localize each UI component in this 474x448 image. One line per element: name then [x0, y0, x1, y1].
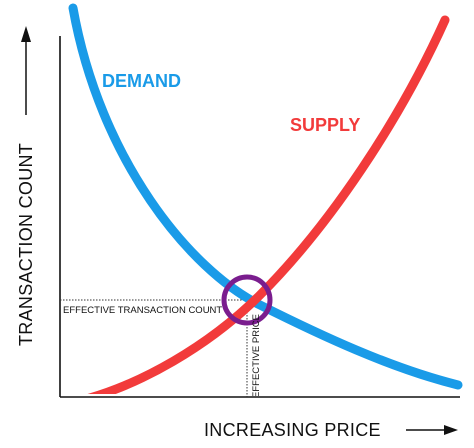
effective-transaction-count-label: EFFECTIVE TRANSACTION COUNT: [63, 305, 222, 316]
x-axis-arrow-icon: [406, 425, 458, 435]
y-axis-label: TRANSACTION COUNT: [16, 143, 36, 346]
y-axis-arrow-icon: [21, 26, 31, 115]
supply-label: SUPPLY: [290, 115, 360, 135]
effective-price-label: EFFECTIVE PRICE: [251, 314, 262, 398]
equilibrium-circle: [221, 274, 273, 326]
x-axis-label: INCREASING PRICE: [204, 420, 381, 440]
demand-label: DEMAND: [102, 71, 181, 91]
demand-curve: [68, 3, 463, 390]
